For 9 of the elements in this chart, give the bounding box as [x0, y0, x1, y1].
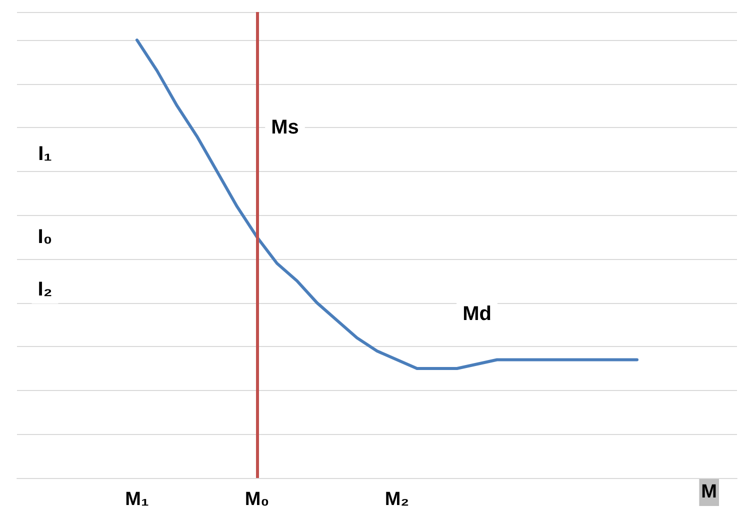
annotation: I₀: [38, 226, 52, 248]
x-tick-label: M₂: [384, 489, 410, 510]
ref-line-label: Ms: [271, 116, 299, 139]
x-axis-title: M: [701, 482, 717, 502]
x-tick-label: M₀: [244, 489, 270, 510]
annotation: I₁: [38, 142, 52, 165]
series-label: Md: [462, 303, 492, 326]
annotation: I₂: [38, 278, 52, 301]
x-tick-label: M₁: [125, 489, 149, 510]
